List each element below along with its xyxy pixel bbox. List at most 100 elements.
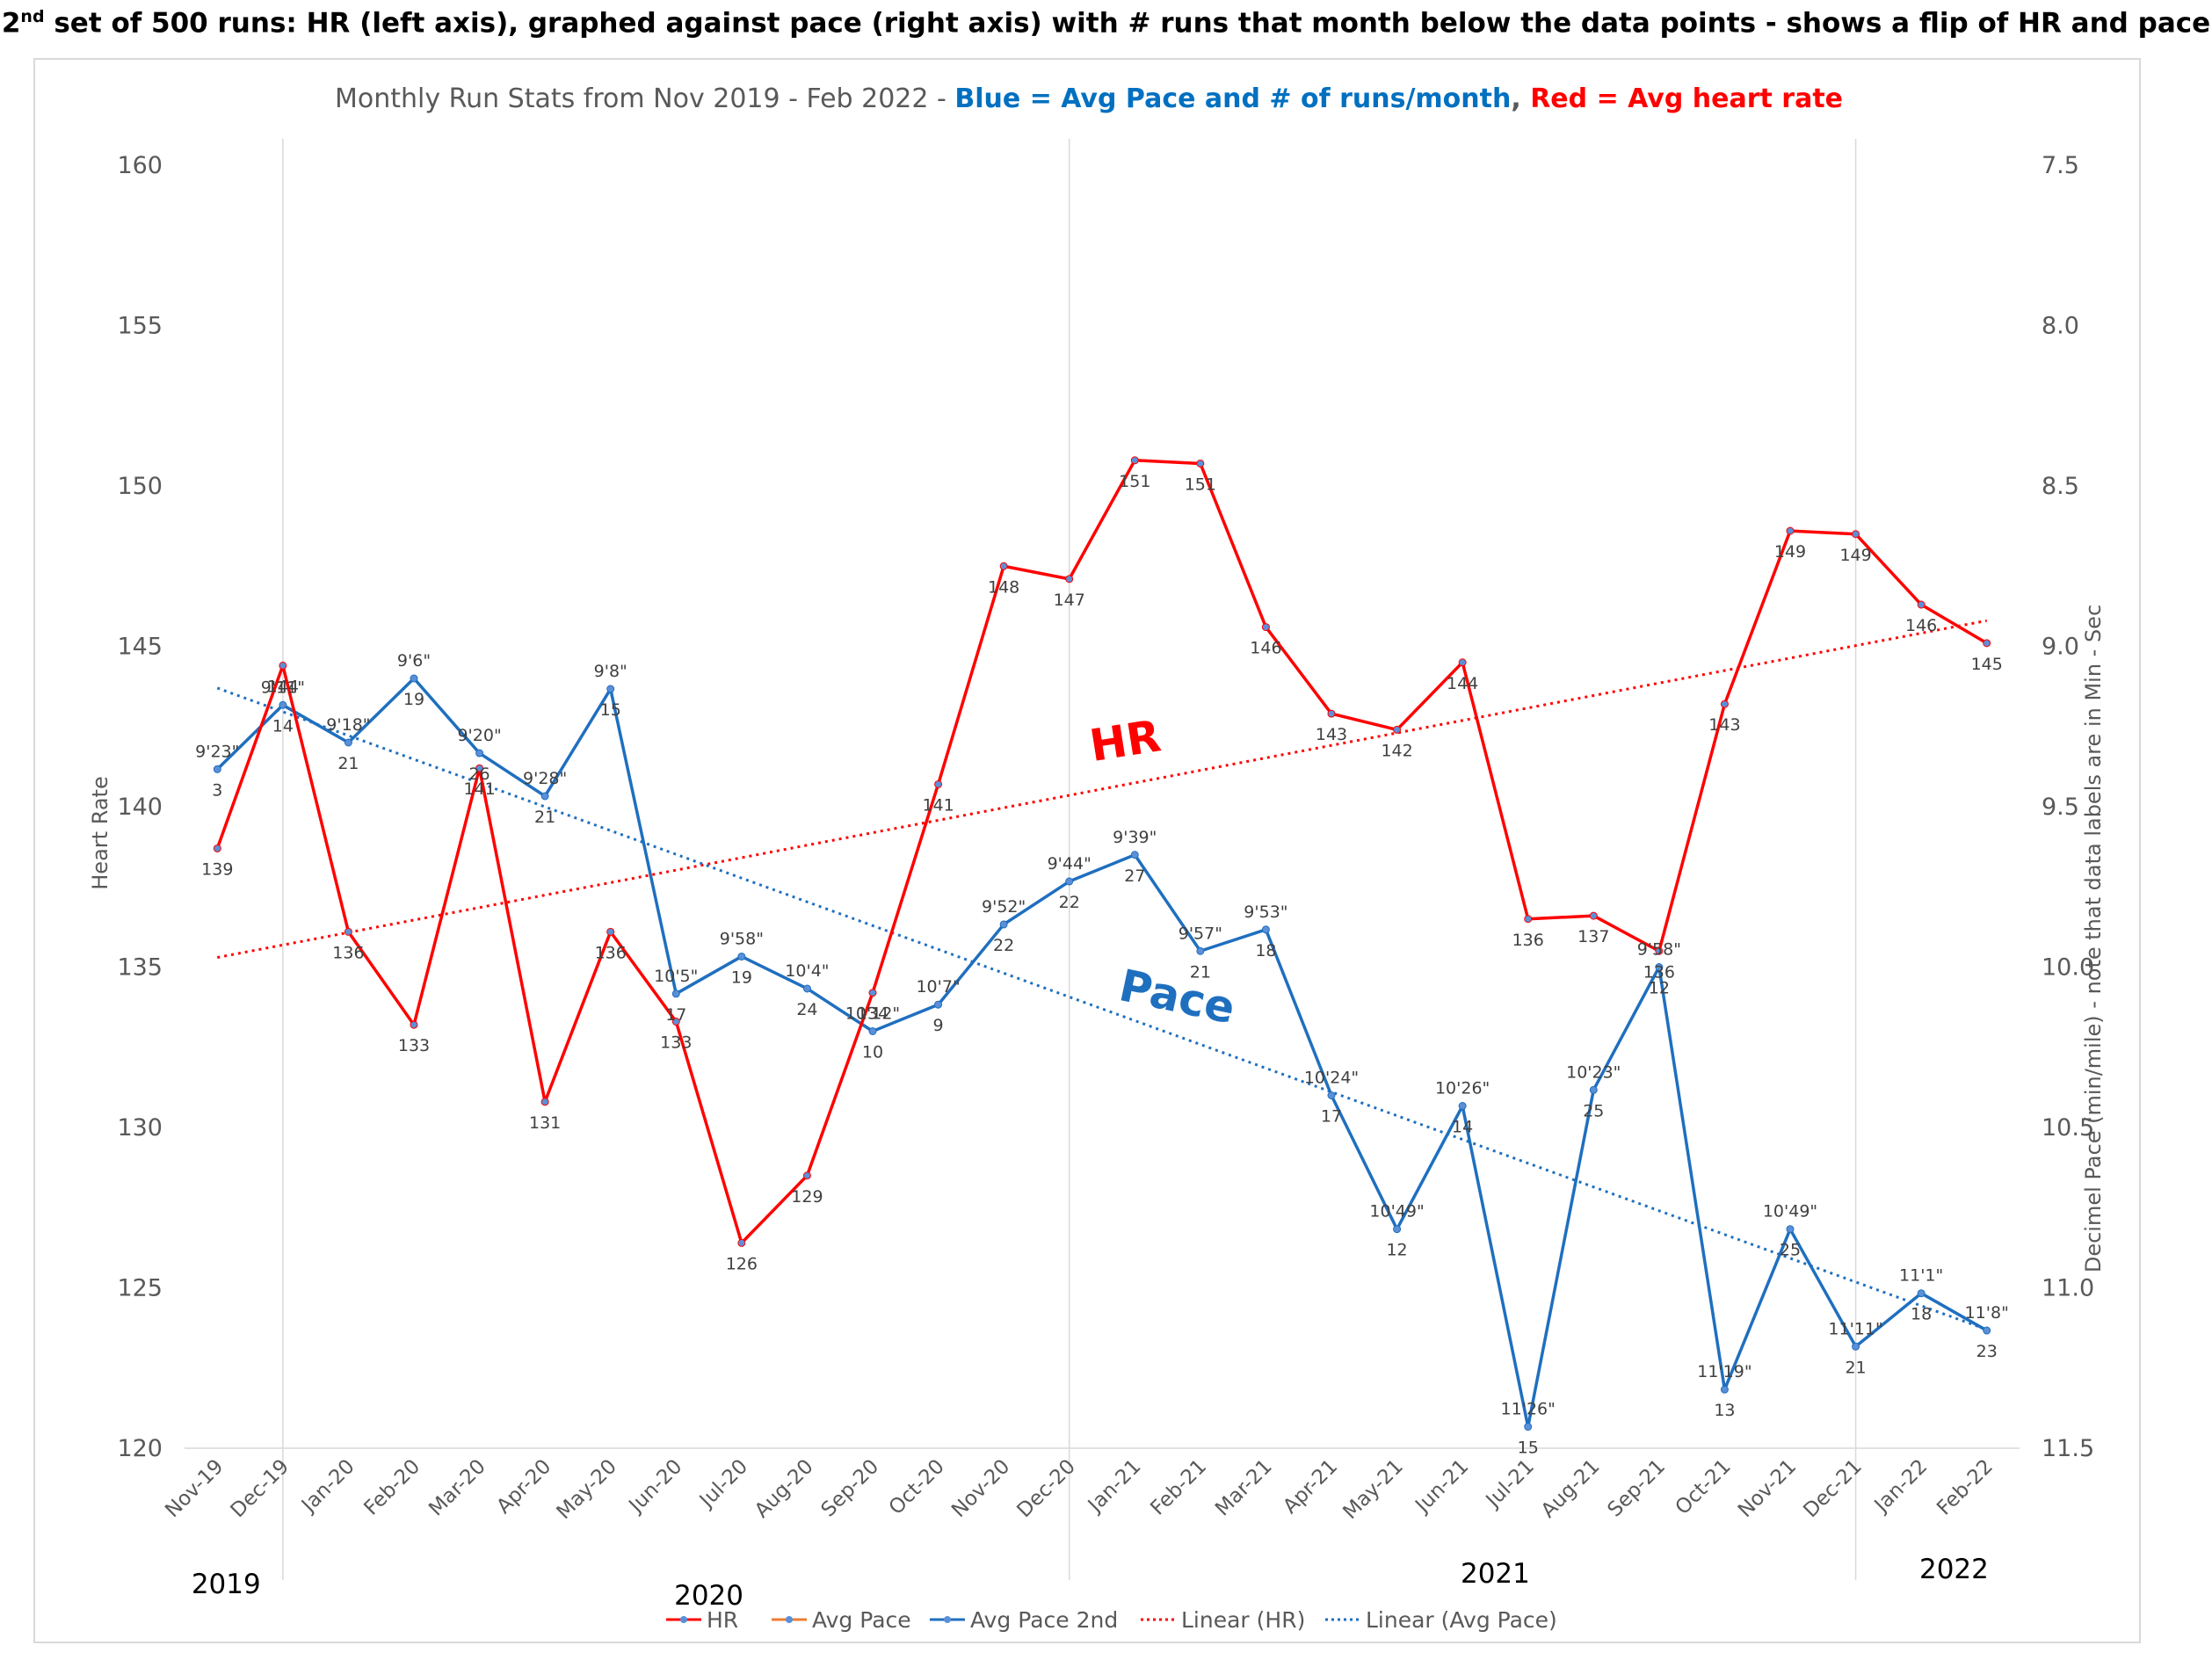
pace-point bbox=[802, 984, 811, 993]
x-tick-label: Feb-22 bbox=[1933, 1455, 1998, 1520]
hr-data-label: 146 bbox=[1250, 639, 1281, 658]
hr-point bbox=[1524, 915, 1533, 924]
pace-point bbox=[868, 1027, 877, 1035]
y-left-tick-label: 160 bbox=[117, 152, 163, 179]
hr-point bbox=[1458, 658, 1467, 667]
pace-point bbox=[1983, 1326, 1991, 1335]
hr-data-label: 134 bbox=[857, 1004, 888, 1024]
hr-labels: 1391441361331411311361331261291341411481… bbox=[201, 472, 2003, 1274]
x-tick-label: Aug-20 bbox=[751, 1455, 818, 1523]
x-tick-label: Jan-21 bbox=[1083, 1455, 1145, 1518]
y-right-tick-label: 10.5 bbox=[2042, 1114, 2094, 1142]
pace-data-label: 11'1" bbox=[1899, 1266, 1943, 1286]
runs-data-label: 19 bbox=[731, 968, 752, 987]
title-rest: set of 500 runs: HR (left axis), graphed… bbox=[44, 7, 2211, 40]
x-tick-label: Jun-20 bbox=[624, 1455, 687, 1519]
runs-labels: 3 14 21 19 26 21 15 17 19 24 10 9 22 22 27 21 18 17 12 14 15… bbox=[212, 690, 1998, 1458]
pace-data-label: 9'6" bbox=[397, 651, 431, 671]
year-labels: 2019 2020 2021 2022 bbox=[192, 1554, 1989, 1612]
hr-point bbox=[213, 844, 221, 852]
title-ordinal-suffix: nd bbox=[20, 7, 45, 26]
hr-data-label: 131 bbox=[529, 1113, 561, 1133]
hr-point bbox=[1655, 946, 1664, 955]
y-right-tick-label: 11.5 bbox=[2042, 1435, 2094, 1462]
hr-point bbox=[606, 927, 615, 936]
trendline-pace bbox=[216, 686, 1988, 1331]
pace-point bbox=[1130, 851, 1139, 859]
x-tick-label: Apr-20 bbox=[492, 1455, 555, 1519]
hr-point bbox=[1983, 639, 1991, 648]
y-right-tick-label: 9.5 bbox=[2042, 794, 2079, 821]
hr-data-label: 137 bbox=[1577, 927, 1609, 946]
hr-data-label: 133 bbox=[660, 1033, 692, 1053]
pace-point bbox=[1524, 1423, 1533, 1432]
legend-label: Avg Pace bbox=[812, 1607, 911, 1633]
y-left-tick-label: 150 bbox=[117, 473, 163, 500]
pace-point bbox=[1196, 946, 1205, 955]
x-tick-label: Apr-21 bbox=[1279, 1455, 1342, 1519]
x-tick-label: Jul-21 bbox=[1481, 1455, 1539, 1513]
y-left-tick-label: 120 bbox=[117, 1435, 163, 1462]
pace-data-label: 9'11" bbox=[261, 678, 305, 697]
x-tick-label: Jan-22 bbox=[1869, 1455, 1932, 1518]
x-tick-label: Mar-20 bbox=[424, 1455, 490, 1521]
year-label: 2021 bbox=[1461, 1558, 1530, 1590]
year-label: 2019 bbox=[192, 1569, 261, 1600]
runs-data-label: 22 bbox=[1059, 893, 1080, 912]
runs-data-label: 17 bbox=[1321, 1107, 1342, 1127]
hr-point bbox=[737, 1238, 746, 1247]
year-label: 2022 bbox=[1919, 1554, 1989, 1585]
hr-data-label: 151 bbox=[1185, 475, 1216, 494]
runs-data-label: 10 bbox=[862, 1043, 883, 1062]
y-left-tick-label: 125 bbox=[117, 1275, 163, 1302]
pace-data-label: 10'7" bbox=[916, 977, 960, 997]
pace-data-label: 9'18" bbox=[326, 715, 370, 735]
hr-data-label: 136 bbox=[1643, 962, 1675, 982]
chart-title-part: Monthly Run Stats from Nov 2019 - Feb 20… bbox=[335, 83, 954, 114]
y-right-ticks: 7.5 8.0 8.5 9.0 9.5 10.0 10.5 11.0 11.5 bbox=[2042, 152, 2094, 1462]
hr-point bbox=[1196, 459, 1205, 468]
x-tick-label: Oct-21 bbox=[1672, 1455, 1736, 1519]
pace-data-label: 10'49" bbox=[1369, 1202, 1424, 1221]
hr-point bbox=[1589, 911, 1598, 920]
pace-data-label: 9'58" bbox=[720, 929, 764, 948]
pace-data-label: 10'5" bbox=[654, 967, 698, 986]
legend-label: Linear (Avg Pace) bbox=[1366, 1607, 1557, 1633]
hr-data-label: 144 bbox=[267, 677, 299, 696]
runs-data-label: 14 bbox=[1452, 1118, 1473, 1137]
runs-data-label: 14 bbox=[272, 716, 294, 736]
runs-data-label: 19 bbox=[403, 690, 424, 709]
hr-data-label: 136 bbox=[1512, 931, 1544, 950]
x-tick-label: May-20 bbox=[553, 1455, 621, 1524]
hr-point bbox=[279, 661, 287, 670]
hr-point bbox=[1261, 623, 1270, 632]
y-left-ticks: 120 125 130 135 140 145 150 155 160 bbox=[117, 152, 163, 1462]
runs-data-label: 21 bbox=[337, 754, 359, 773]
hr-data-label: 142 bbox=[1381, 741, 1412, 760]
pace-data-label: 11'26" bbox=[1501, 1400, 1556, 1419]
pace-data-label: 9'20" bbox=[457, 726, 501, 745]
hr-data-label: 133 bbox=[398, 1036, 430, 1055]
legend-marker bbox=[680, 1616, 687, 1623]
pace-data-label: 9'8" bbox=[594, 662, 627, 681]
pace-point bbox=[606, 685, 615, 693]
hr-point bbox=[1130, 456, 1139, 465]
x-tick-label: May-21 bbox=[1339, 1455, 1408, 1524]
hr-point bbox=[1065, 575, 1074, 584]
x-tick-label: Jul-20 bbox=[694, 1455, 752, 1513]
hr-data-label: 146 bbox=[1905, 616, 1937, 635]
pace-point bbox=[1458, 1102, 1467, 1111]
chart-frame: Monthly Run Stats from Nov 2019 - Feb 20… bbox=[33, 58, 2141, 1643]
pace-data-label: 11'8" bbox=[1965, 1303, 2009, 1323]
hr-data-label: 149 bbox=[1774, 542, 1806, 562]
legend-item: Avg Pace bbox=[772, 1607, 911, 1633]
hr-data-label: 151 bbox=[1119, 472, 1150, 491]
pace-annotation: Pace bbox=[1115, 960, 1240, 1033]
pace-point bbox=[1917, 1289, 1926, 1298]
runs-data-label: 24 bbox=[796, 1000, 817, 1019]
pace-point bbox=[475, 749, 484, 758]
pace-data-label: 9'57" bbox=[1179, 924, 1222, 943]
y-right-tick-label: 7.5 bbox=[2042, 152, 2079, 179]
hr-data-label: 148 bbox=[988, 577, 1019, 597]
pace-data-label: 9'28" bbox=[523, 769, 567, 788]
